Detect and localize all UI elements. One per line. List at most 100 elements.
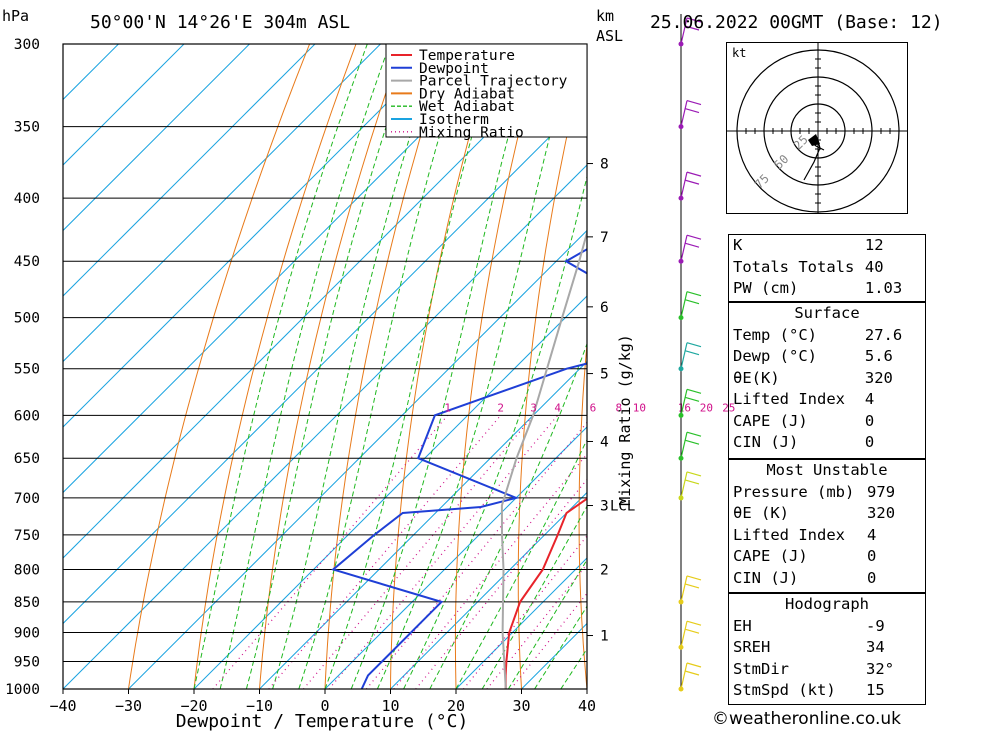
index-key: PW (cm) bbox=[733, 279, 799, 297]
hodograph-trace bbox=[803, 134, 825, 181]
pressure-tick-label: 300 bbox=[14, 37, 40, 53]
km-tick-label: 5 bbox=[600, 367, 609, 383]
km-axis-label: km bbox=[596, 7, 614, 25]
legend-label: Dry Adiabat bbox=[419, 86, 515, 102]
dry-adiabat-line bbox=[695, 44, 727, 689]
wind-barb-feather bbox=[686, 291, 702, 297]
hodograph-box: Hodograph EH -9 SREH 34 StmDir 32° StmSpd (… bbox=[728, 593, 926, 705]
footer-copyright[interactable]: ©weatheronline.co.uk bbox=[712, 709, 902, 729]
asl-axis-label: ASL bbox=[596, 27, 623, 45]
hodograph-row: EH -9 bbox=[729, 616, 925, 638]
isotherm-line bbox=[63, 44, 381, 363]
surface-value: 4 bbox=[864, 390, 875, 408]
mixing-ratio-line bbox=[328, 414, 559, 689]
x-tick-label: 40 bbox=[578, 697, 596, 715]
isotherm-line bbox=[63, 44, 250, 232]
mixing-ratio-line bbox=[212, 414, 449, 689]
pressure-tick-label: 1000 bbox=[5, 682, 40, 698]
km-tick-label: 6 bbox=[600, 300, 609, 316]
wet-adiabat-line bbox=[455, 438, 587, 689]
x-tick-label: −40 bbox=[49, 697, 76, 715]
legend-box bbox=[385, 43, 588, 138]
wind-barb-staff bbox=[680, 621, 688, 648]
wind-barb-feather bbox=[684, 628, 700, 634]
wind-barb-staff bbox=[680, 389, 688, 416]
most-unstable-row: Pressure (mb) 979 bbox=[729, 482, 925, 504]
isotherm-line bbox=[128, 229, 587, 689]
mu-value: 320 bbox=[867, 504, 896, 522]
wind-barb-feather bbox=[684, 583, 700, 589]
mixing-ratio-tick-label: 3 bbox=[530, 401, 537, 414]
isotherm-line bbox=[455, 557, 587, 689]
legend-label: Mixing Ratio bbox=[419, 125, 524, 141]
most-unstable-title: Most Unstable bbox=[766, 461, 888, 479]
mixing-ratio-tick-label: 10 bbox=[633, 401, 646, 414]
dry-adiabat-line bbox=[259, 44, 403, 689]
most-unstable-row: CIN (J) 0 bbox=[729, 568, 925, 590]
index-row: K 12 bbox=[729, 235, 925, 257]
pressure-tick-label: 400 bbox=[14, 191, 40, 207]
most-unstable-table: Most Unstable Pressure (mb) 979 θE (K) 320… bbox=[729, 460, 925, 589]
series-line-dewpoint bbox=[331, 248, 587, 689]
mu-value: 979 bbox=[867, 482, 896, 501]
isotherm-lines bbox=[63, 44, 587, 689]
index-value: 40 bbox=[864, 257, 884, 276]
pressure-tick-label: 800 bbox=[14, 562, 40, 578]
mu-key: CIN (J) bbox=[733, 568, 799, 587]
wind-barb-feather bbox=[684, 108, 700, 114]
surface-key: Dewp (°C) bbox=[733, 347, 817, 365]
wet-adiabat-line bbox=[376, 44, 574, 689]
surface-value: 320 bbox=[864, 368, 893, 387]
surface-row: Temp (°C) 27.6 bbox=[729, 325, 925, 347]
surface-key: CIN (J) bbox=[733, 433, 799, 451]
hodograph-row: StmDir 32° bbox=[729, 659, 925, 681]
mu-key: θE (K) bbox=[733, 504, 789, 522]
mixing-ratio-lines bbox=[212, 414, 587, 689]
surface-title: Surface bbox=[794, 304, 860, 322]
most-unstable-box: Most Unstable Pressure (mb) 979 θE (K) 320… bbox=[728, 459, 926, 593]
hpa-axis-label: hPa bbox=[2, 7, 29, 25]
index-key: K bbox=[733, 236, 743, 254]
hodograph-row: SREH 34 bbox=[729, 637, 925, 659]
isotherm-line bbox=[63, 164, 587, 689]
legend-label: Parcel Trajectory bbox=[419, 74, 568, 90]
wet-adiabat-line bbox=[298, 44, 468, 689]
index-value: 12 bbox=[864, 236, 884, 254]
mixing-ratio-tick-label: 6 bbox=[590, 401, 597, 414]
wind-barb-staff bbox=[680, 100, 688, 127]
mixing-ratio-tick-label: 4 bbox=[554, 401, 561, 414]
legend-label: Isotherm bbox=[419, 112, 489, 128]
km-tick-label: 4 bbox=[600, 434, 609, 450]
mixing-ratio-line bbox=[463, 535, 587, 689]
surface-value: 0 bbox=[864, 433, 875, 451]
pressure-tick-label: 750 bbox=[14, 528, 40, 544]
mixing-ratio-tick-label: 20 bbox=[700, 401, 713, 414]
legend-label: Wet Adiabat bbox=[419, 99, 515, 115]
series-line-temperature bbox=[504, 497, 587, 689]
mixing-ratio-line bbox=[268, 414, 502, 689]
wind-barb-feather bbox=[686, 662, 702, 668]
x-tick-label: 20 bbox=[447, 697, 465, 715]
mu-value: 4 bbox=[867, 525, 877, 544]
surface-key: Lifted Index bbox=[733, 390, 845, 408]
isotherm-line bbox=[63, 44, 512, 494]
wet-adiabat-line bbox=[193, 44, 368, 689]
hodo-value: 32° bbox=[866, 659, 895, 678]
pressure-tick-label: 700 bbox=[14, 491, 40, 507]
pressure-tick-label: 950 bbox=[14, 655, 40, 671]
mixing-ratio-tick-label: 1 bbox=[444, 401, 451, 414]
hodo-key: StmSpd (kt) bbox=[733, 681, 836, 699]
mu-value: 0 bbox=[867, 547, 877, 565]
wind-barb-feather bbox=[684, 670, 700, 676]
surface-row: CAPE (J) 0 bbox=[729, 411, 925, 433]
x-tick-label: −20 bbox=[180, 697, 207, 715]
mixing-ratio-tick-label: 2 bbox=[497, 401, 504, 414]
hodograph-row: StmSpd (kt) 15 bbox=[729, 680, 925, 702]
km-tick-label: 3 bbox=[600, 499, 609, 515]
pressure-tick-label: 900 bbox=[14, 626, 40, 642]
pressure-tick-label: 600 bbox=[14, 408, 40, 424]
wind-barb-staff bbox=[680, 171, 688, 199]
wind-barb-feather bbox=[686, 431, 702, 437]
surface-row: Lifted Index 4 bbox=[729, 389, 925, 411]
